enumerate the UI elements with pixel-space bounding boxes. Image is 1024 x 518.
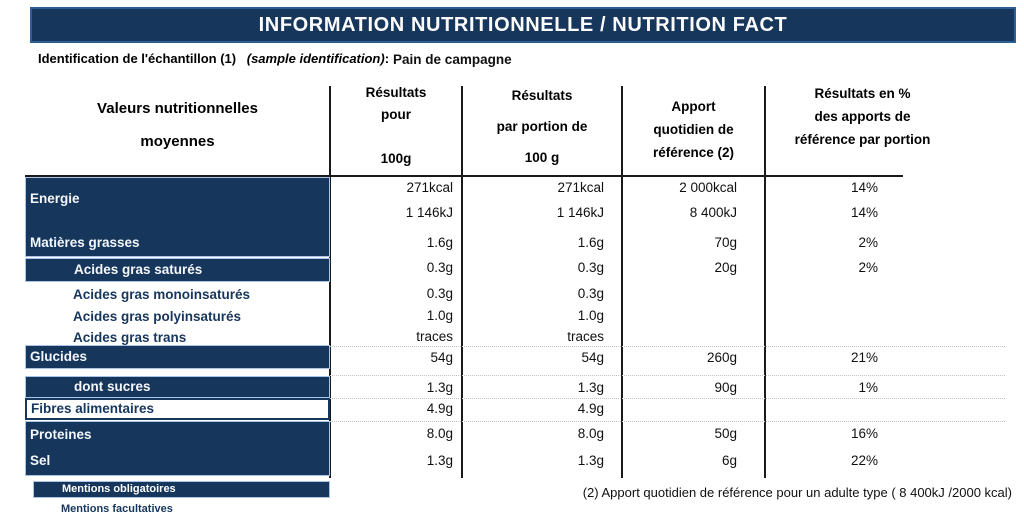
value-mono-portion: 0.3g [577,286,604,301]
column-separator-4 [764,86,766,478]
value-trans-per100g: traces [416,329,453,344]
title-banner: INFORMATION NUTRITIONNELLE / NUTRITION F… [30,7,1016,43]
identification-colon: : [384,51,390,66]
identification-label-fr: Identification de l'échantillon (1) [38,51,237,66]
value-glucides-daily: 260g [706,350,737,365]
value-satures-portion: 0.3g [577,260,604,275]
value-sucres-daily: 90g [714,380,737,395]
row-dotted-separator-3 [330,398,1005,399]
value-satures-pct: 2% [858,260,878,275]
row-label-dont-sucres: dont sucres [25,376,330,398]
value-grasses-pct: 2% [858,235,878,250]
value-grasses-per100g: 1.6g [426,235,453,250]
legend-optional: Mentions facultatives [61,503,173,515]
legend-mandatory: Mentions obligatoires [33,481,330,498]
row-label-fibres-alimentaires: Fibres alimentaires [25,398,330,420]
row-dotted-separator-4 [330,421,1005,422]
value-poly-portion: 1.0g [577,308,604,323]
value-proteines-pct: 16% [850,426,878,441]
header-daily-reference-intake: Apport quotidien de référence (2) [652,99,735,160]
value-energie-kj-per100g: 1 146kJ [405,205,453,220]
value-fibres-per100g: 4.9g [426,401,453,416]
page-title: INFORMATION NUTRITIONNELLE / NUTRITION F… [258,13,788,36]
sample-name: Pain de campagne [393,52,512,67]
value-energie-kcal-daily: 2 000kcal [679,180,737,195]
value-energie-kcal-per100g: 271kcal [406,180,453,195]
column-separator-3 [621,86,623,478]
footnote-daily-reference: (2) Apport quotidien de référence pour u… [582,485,1012,500]
row-label-glucides: Glucides [25,345,330,369]
label-box-proteines-sel: Proteines Sel [25,421,330,476]
value-proteines-portion: 8.0g [577,426,604,441]
row-label-energie: Energie [30,191,80,206]
header-percent-reference-intake: Résultats en % des apports de référence … [794,86,931,147]
value-mono-per100g: 0.3g [426,286,453,301]
value-satures-daily: 20g [714,260,737,275]
value-sel-pct: 22% [850,453,878,468]
header-results-per-portion: Résultats par portion de 100 g [496,88,588,165]
row-dotted-separator-1 [330,346,1005,347]
row-label-sel: Sel [30,453,51,468]
value-sucres-pct: 1% [858,380,878,395]
row-label-acides-gras-satures: Acides gras saturés [25,258,330,282]
value-glucides-portion: 54g [581,350,604,365]
value-proteines-per100g: 8.0g [426,426,453,441]
header-results-per-100g: Résultats pour 100g [365,85,427,166]
row-label-acides-gras-polyinsatures: Acides gras polyinsaturés [73,309,242,324]
value-energie-kj-portion: 1 146kJ [556,205,604,220]
sample-identification: Identification de l'échantillon (1) (sam… [38,51,512,67]
value-energie-kj-daily: 8 400kJ [689,205,737,220]
row-label-acides-gras-trans: Acides gras trans [73,330,187,345]
value-glucides-pct: 21% [850,350,878,365]
row-label-proteines: Proteines [30,427,92,442]
header-underline [25,175,903,177]
value-sucres-portion: 1.3g [577,380,604,395]
identification-label-en: (sample identification) [246,51,385,66]
column-separator-1 [329,86,331,478]
row-dotted-separator-2 [330,375,1005,376]
value-energie-kcal-portion: 271kcal [557,180,604,195]
value-sel-portion: 1.3g [577,453,604,468]
value-fibres-portion: 4.9g [577,401,604,416]
header-average-nutritional-values: Valeurs nutritionnelles moyennes [97,100,258,150]
row-label-matieres-grasses: Matières grasses [30,235,140,250]
value-poly-per100g: 1.0g [426,308,453,323]
value-energie-kj-pct: 14% [850,205,878,220]
value-energie-kcal-pct: 14% [850,180,878,195]
value-satures-per100g: 0.3g [426,260,453,275]
row-label-acides-gras-monoinsatures: Acides gras monoinsaturés [73,287,251,302]
value-grasses-portion: 1.6g [577,235,604,250]
value-glucides-per100g: 54g [430,350,453,365]
value-proteines-daily: 50g [714,426,737,441]
value-trans-portion: traces [567,329,604,344]
label-box-energie-grasses: Energie Matières grasses [25,177,330,257]
column-separator-2 [461,86,463,478]
value-sel-per100g: 1.3g [426,453,453,468]
value-grasses-daily: 70g [714,235,737,250]
value-sucres-per100g: 1.3g [426,380,453,395]
value-sel-daily: 6g [721,453,737,468]
